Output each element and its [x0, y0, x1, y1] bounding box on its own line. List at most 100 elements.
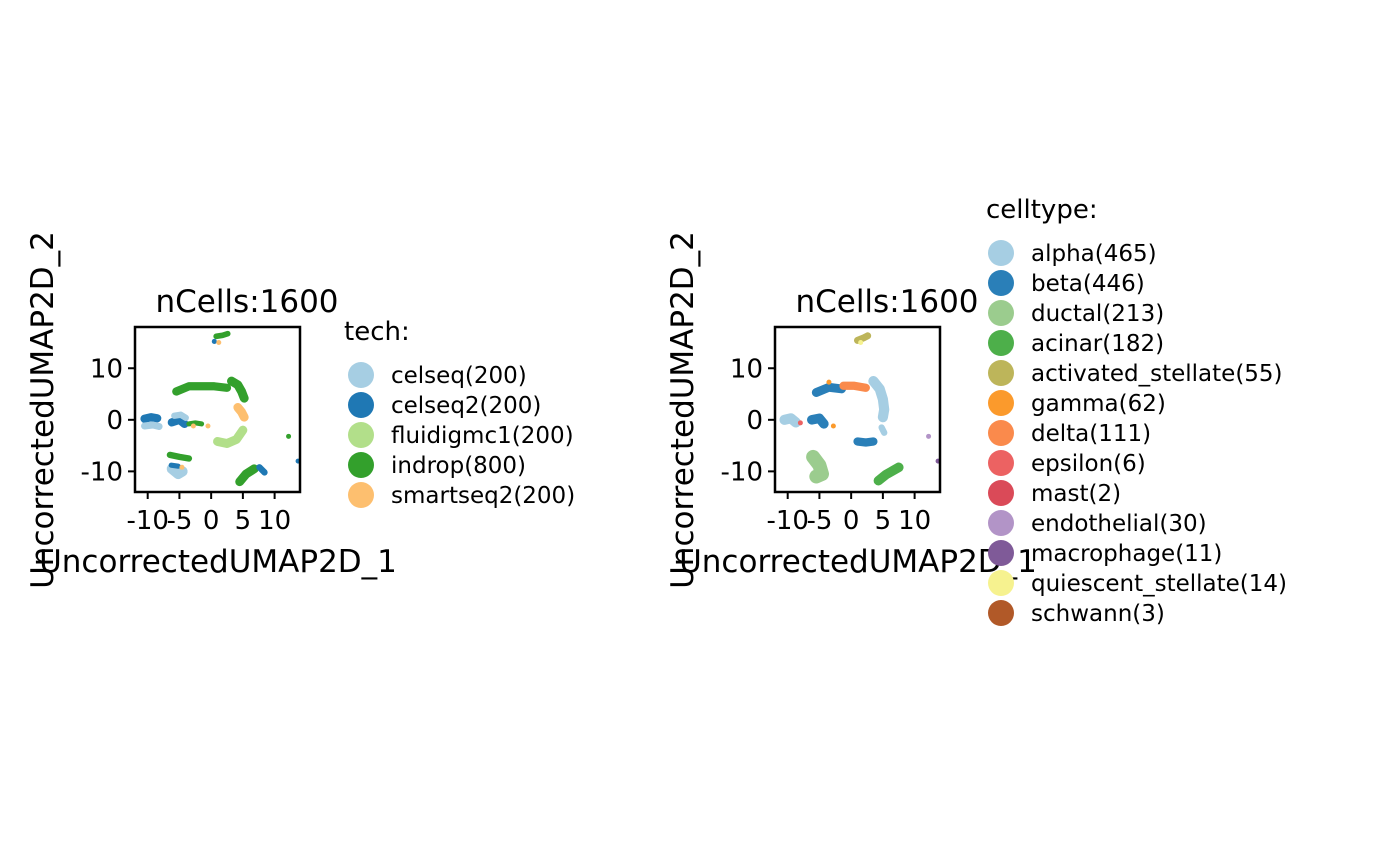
point-cluster-20: [190, 423, 196, 429]
legend-label: acinar(182): [1031, 331, 1164, 357]
point-cluster-13: [166, 463, 188, 480]
point-cluster-6: [141, 421, 163, 430]
legend-swatch: [988, 420, 1014, 446]
plot-frame: [773, 325, 942, 494]
point-cluster-11: [853, 437, 878, 447]
x-tick-label: 5: [875, 506, 892, 536]
x-tick-label: -5: [806, 506, 832, 536]
y-tick-label: 10: [90, 354, 123, 384]
panel-tech-ylabel: UncorrectedUMAP2D_2: [25, 231, 61, 589]
point-cluster-0: [811, 382, 847, 397]
point-cluster-10: [213, 425, 248, 448]
point-cluster-8: [171, 411, 189, 421]
point-cluster-9: [186, 420, 205, 427]
point-cluster-4: [878, 424, 888, 436]
point-cluster-1: [839, 381, 870, 392]
panel-tech: nCells:1600 UncorrectedUMAP2D_2 Uncorrec…: [25, 231, 575, 589]
panel-tech-title: nCells:1600: [155, 284, 338, 320]
x-tick-label: -10: [126, 506, 168, 536]
panel-tech-points: [140, 330, 301, 487]
point-cluster-2: [213, 330, 231, 340]
point-cluster-3: [868, 376, 890, 423]
point-cluster-13: [873, 462, 904, 486]
point-cluster-8: [807, 413, 829, 429]
x-tick-label: 10: [898, 506, 931, 536]
point-cluster-5: [854, 332, 872, 344]
x-tick-label: 10: [258, 506, 291, 536]
point-cluster-16: [235, 464, 259, 487]
point-cluster-14: [926, 433, 932, 439]
point-cluster-7: [779, 413, 801, 428]
point-cluster-5: [140, 413, 162, 423]
legend-swatch: [348, 422, 374, 448]
legend-swatch: [988, 390, 1014, 416]
legend-swatch: [348, 482, 374, 508]
panel-celltype-xlabel: UncorrectedUMAP2D_1: [679, 544, 1037, 580]
y-tick-label: 0: [746, 406, 763, 436]
point-cluster-10: [830, 423, 836, 429]
legend-label: delta(111): [1031, 421, 1151, 447]
legend-label: fluidigmc1(200): [391, 423, 574, 449]
point-cluster-0: [172, 382, 232, 396]
legend-label: smartseq2(200): [391, 483, 575, 509]
legend-swatch: [348, 452, 374, 478]
legend-swatch: [348, 392, 374, 418]
legend-label: indrop(800): [391, 453, 526, 479]
point-cluster-1: [227, 376, 249, 403]
legend-label: celseq(200): [391, 363, 527, 389]
legend-label: beta(446): [1031, 271, 1145, 297]
legend-swatch: [348, 362, 374, 388]
legend-swatch: [988, 450, 1014, 476]
panel-tech-xlabel: UncorrectedUMAP2D_1: [39, 544, 397, 580]
legend-swatch: [988, 360, 1014, 386]
legend-swatch: [988, 270, 1014, 296]
legend-celltype-title: celltype:: [986, 195, 1098, 225]
point-cluster-3: [211, 338, 217, 344]
y-tick-label: 0: [106, 406, 123, 436]
x-tick-label: -5: [166, 506, 192, 536]
legend-swatch: [988, 330, 1014, 356]
panel-celltype-ylabel: UncorrectedUMAP2D_2: [665, 231, 701, 589]
legend-label: mast(2): [1031, 481, 1121, 507]
legend-label: activated_stellate(55): [1031, 361, 1283, 387]
legend-label: ductal(213): [1031, 301, 1164, 327]
point-cluster-12: [806, 449, 829, 484]
y-tick-label: -10: [81, 457, 123, 487]
legend-swatch: [988, 240, 1014, 266]
point-cluster-11: [233, 402, 249, 422]
legend-swatch: [988, 510, 1014, 536]
point-cluster-15: [179, 464, 185, 470]
legend-tech-title: tech:: [344, 317, 410, 347]
legend-swatch: [988, 300, 1014, 326]
legend-celltype: alpha(465) beta(446) ductal(213) acinar(182…: [988, 240, 1287, 627]
point-cluster-9: [797, 420, 803, 426]
point-cluster-18: [286, 433, 292, 439]
legend-label: epsilon(6): [1031, 451, 1146, 477]
legend-label: celseq2(200): [391, 393, 541, 419]
y-tick-label: 10: [730, 354, 763, 384]
point-cluster-12: [166, 451, 193, 462]
y-tick-label: -10: [721, 457, 763, 487]
x-tick-label: -10: [766, 506, 808, 536]
x-tick-label: 0: [203, 506, 220, 536]
plot-frame: [133, 325, 302, 494]
legend-label: macrophage(11): [1031, 541, 1222, 567]
legend-swatch: [988, 480, 1014, 506]
legend-swatch: [988, 600, 1014, 626]
legend-label: alpha(465): [1031, 241, 1157, 267]
legend-label: gamma(62): [1031, 391, 1166, 417]
panel-celltype: nCells:1600 UncorrectedUMAP2D_2 Uncorrec…: [665, 195, 1287, 627]
point-cluster-17: [256, 464, 268, 476]
legend-label: quiescent_stellate(14): [1031, 571, 1287, 597]
legend-swatch: [988, 540, 1014, 566]
point-cluster-6: [858, 339, 864, 345]
x-tick-label: 0: [843, 506, 860, 536]
point-cluster-2: [826, 379, 832, 385]
panel-celltype-title: nCells:1600: [795, 284, 978, 320]
x-tick-label: 5: [235, 506, 252, 536]
legend-label: endothelial(30): [1031, 511, 1207, 537]
